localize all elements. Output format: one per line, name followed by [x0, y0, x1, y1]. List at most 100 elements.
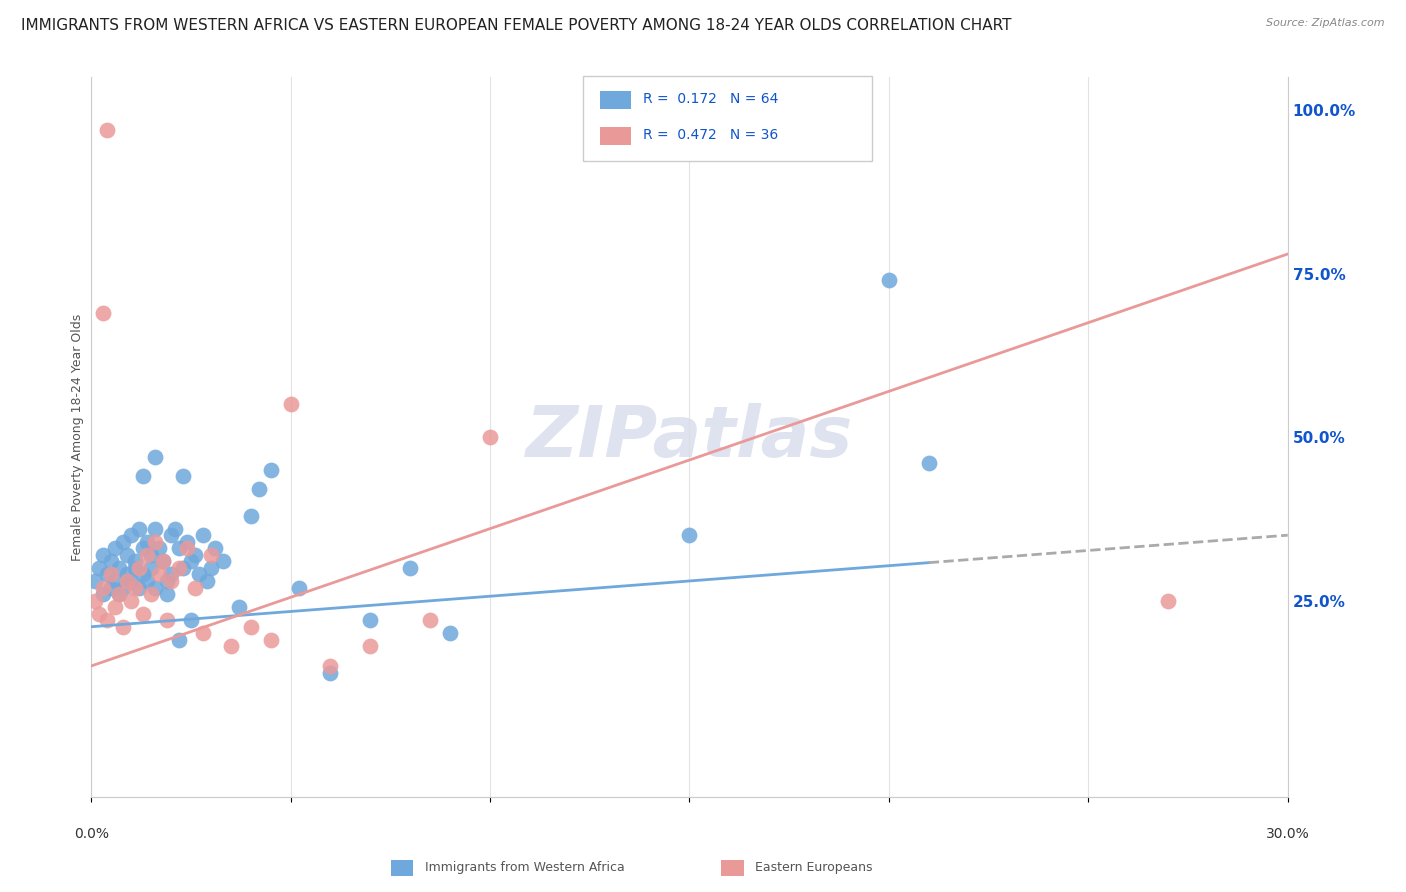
- Point: [148, 567, 170, 582]
- Point: [132, 607, 155, 621]
- Point: [136, 534, 159, 549]
- Text: Immigrants from Western Africa: Immigrants from Western Africa: [425, 862, 624, 874]
- Point: [359, 640, 381, 654]
- Point: [115, 574, 138, 588]
- Point: [100, 581, 122, 595]
- Point: [260, 632, 283, 647]
- Point: [228, 600, 250, 615]
- Point: [143, 534, 166, 549]
- Point: [195, 574, 218, 588]
- Point: [167, 561, 190, 575]
- Point: [280, 397, 302, 411]
- Point: [100, 554, 122, 568]
- Point: [115, 548, 138, 562]
- Point: [120, 593, 142, 607]
- Point: [152, 554, 174, 568]
- Point: [115, 567, 138, 582]
- Point: [128, 561, 150, 575]
- Point: [219, 640, 242, 654]
- Point: [84, 574, 107, 588]
- Text: 0.0%: 0.0%: [73, 827, 108, 841]
- Point: [156, 574, 179, 588]
- Point: [419, 613, 441, 627]
- Point: [172, 561, 194, 575]
- Point: [180, 613, 202, 627]
- Y-axis label: Female Poverty Among 18-24 Year Olds: Female Poverty Among 18-24 Year Olds: [72, 313, 84, 561]
- Point: [184, 548, 207, 562]
- Point: [136, 574, 159, 588]
- Point: [176, 534, 198, 549]
- Point: [108, 561, 131, 575]
- Point: [191, 528, 214, 542]
- Point: [104, 600, 127, 615]
- Point: [124, 561, 146, 575]
- Point: [204, 541, 226, 556]
- Point: [187, 567, 209, 582]
- Point: [191, 626, 214, 640]
- Point: [152, 554, 174, 568]
- Point: [180, 554, 202, 568]
- Point: [918, 456, 941, 470]
- Point: [96, 613, 118, 627]
- Point: [239, 620, 262, 634]
- Point: [89, 607, 111, 621]
- Text: Source: ZipAtlas.com: Source: ZipAtlas.com: [1267, 18, 1385, 28]
- Point: [124, 554, 146, 568]
- Point: [1157, 593, 1180, 607]
- Point: [91, 587, 114, 601]
- Point: [359, 613, 381, 627]
- Point: [319, 665, 342, 680]
- Point: [260, 463, 283, 477]
- Text: Eastern Europeans: Eastern Europeans: [755, 862, 873, 874]
- Point: [139, 561, 162, 575]
- Point: [184, 581, 207, 595]
- Point: [120, 528, 142, 542]
- Point: [247, 483, 270, 497]
- Text: ZIPatlas: ZIPatlas: [526, 402, 853, 472]
- Point: [399, 561, 422, 575]
- Point: [156, 587, 179, 601]
- Point: [167, 632, 190, 647]
- Point: [200, 561, 222, 575]
- Point: [143, 581, 166, 595]
- Text: R =  0.172   N = 64: R = 0.172 N = 64: [643, 92, 778, 106]
- Point: [156, 613, 179, 627]
- Point: [167, 541, 190, 556]
- Text: IMMIGRANTS FROM WESTERN AFRICA VS EASTERN EUROPEAN FEMALE POVERTY AMONG 18-24 YE: IMMIGRANTS FROM WESTERN AFRICA VS EASTER…: [21, 18, 1011, 33]
- Point: [120, 574, 142, 588]
- Point: [100, 567, 122, 582]
- Point: [128, 581, 150, 595]
- Point: [139, 548, 162, 562]
- Point: [160, 528, 183, 542]
- Point: [96, 122, 118, 136]
- Point: [112, 534, 135, 549]
- Point: [143, 522, 166, 536]
- Point: [112, 620, 135, 634]
- Point: [89, 561, 111, 575]
- Point: [104, 574, 127, 588]
- Point: [143, 450, 166, 464]
- Point: [91, 581, 114, 595]
- Point: [160, 574, 183, 588]
- Point: [91, 548, 114, 562]
- Point: [132, 469, 155, 483]
- Point: [877, 273, 900, 287]
- Point: [479, 430, 502, 444]
- Point: [160, 567, 183, 582]
- Point: [678, 528, 700, 542]
- Point: [124, 581, 146, 595]
- Point: [239, 508, 262, 523]
- Point: [128, 522, 150, 536]
- Point: [200, 548, 222, 562]
- Point: [148, 541, 170, 556]
- Text: R =  0.472   N = 36: R = 0.472 N = 36: [643, 128, 778, 142]
- Point: [108, 587, 131, 601]
- Text: 30.0%: 30.0%: [1265, 827, 1309, 841]
- Point: [287, 581, 309, 595]
- Point: [163, 522, 186, 536]
- Point: [91, 306, 114, 320]
- Point: [176, 541, 198, 556]
- Point: [172, 469, 194, 483]
- Point: [319, 659, 342, 673]
- Point: [136, 548, 159, 562]
